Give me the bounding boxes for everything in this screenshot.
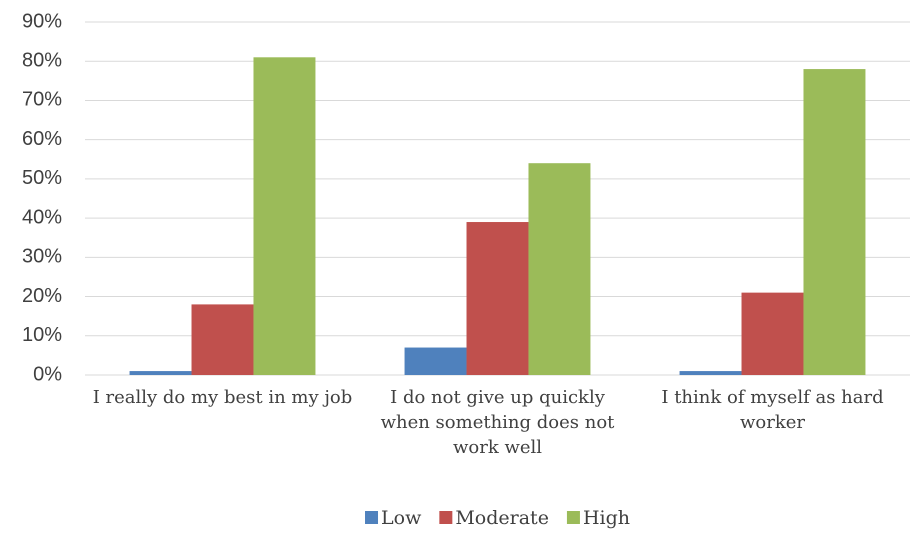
x-tick-label-box: I really do my best in my job: [92, 387, 353, 408]
y-tick-label: 70%: [22, 89, 62, 111]
legend-swatch: [365, 511, 379, 524]
y-tick-label: 20%: [22, 285, 62, 307]
legend-swatch: [566, 511, 580, 524]
x-tick-label-box: I think of myself as hard worker: [661, 387, 884, 433]
y-tick-label: 40%: [22, 206, 62, 228]
bar: [679, 371, 742, 375]
bar: [191, 304, 254, 375]
legend-label: High: [583, 507, 630, 529]
y-tick-label: 0%: [33, 363, 62, 385]
y-tick-label: 60%: [22, 128, 62, 150]
legend-label: Moderate: [455, 507, 549, 529]
legend-swatch: [439, 511, 453, 524]
x-tick-label: I do not give up quickly when something …: [380, 387, 615, 458]
bar: [253, 57, 316, 376]
x-tick-label-box: I do not give up quickly when something …: [380, 387, 615, 458]
y-tick-label: 90%: [22, 10, 62, 32]
y-tick-label: 50%: [22, 167, 62, 189]
bar: [741, 292, 804, 375]
bar: [528, 163, 591, 375]
y-tick-label: 10%: [22, 324, 62, 346]
bar: [129, 371, 192, 375]
legend-label: Low: [381, 507, 422, 529]
y-tick-label: 80%: [22, 50, 62, 72]
x-tick-label: I think of myself as hard worker: [661, 387, 884, 433]
x-tick-label: I really do my best in my job: [92, 387, 353, 408]
bar: [404, 347, 467, 375]
bar: [803, 69, 866, 376]
legend: Low Moderate High: [365, 507, 630, 529]
y-tick-label: 30%: [22, 246, 62, 268]
bar: [466, 222, 529, 375]
